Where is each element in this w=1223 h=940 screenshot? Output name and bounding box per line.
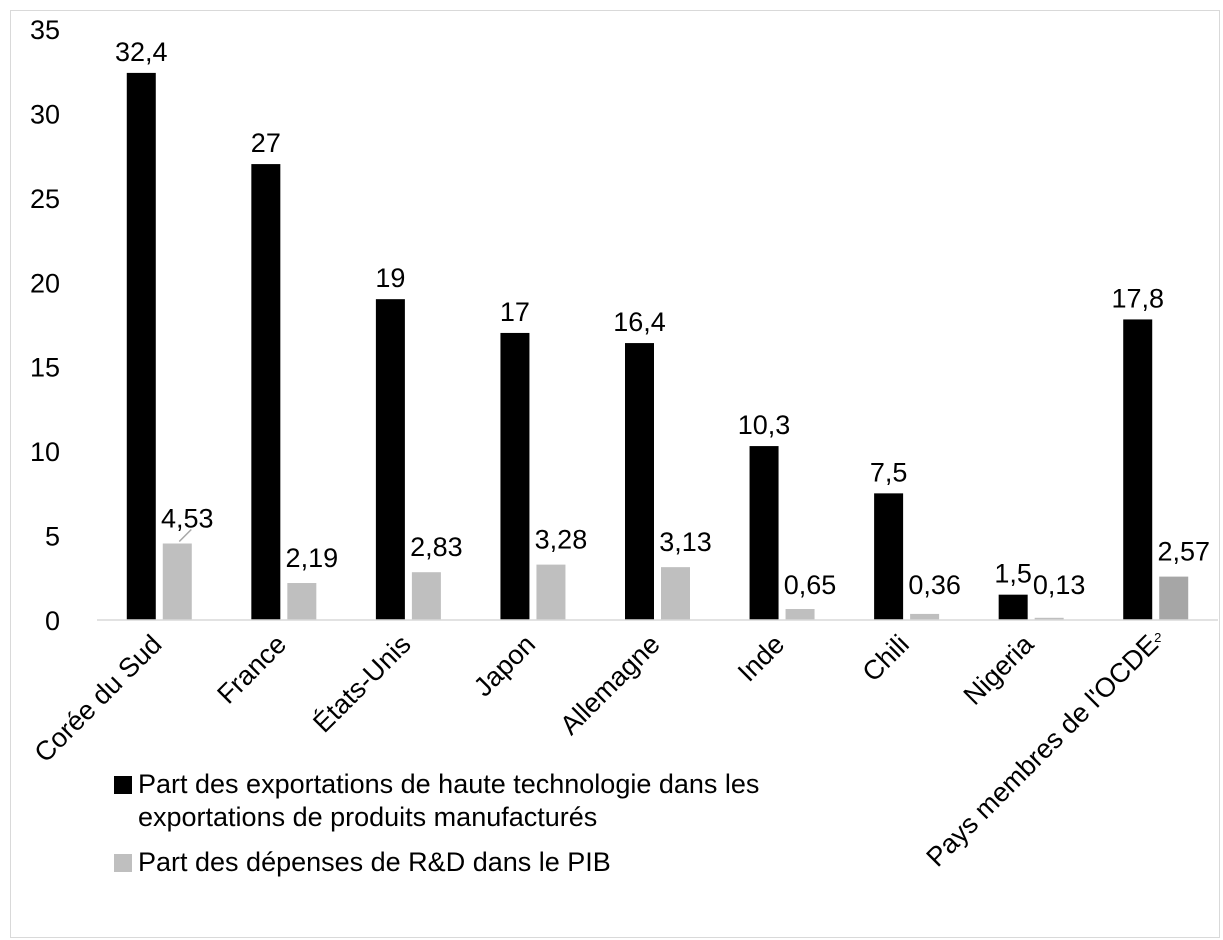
- value-label-rd-spending: 4,53: [161, 504, 214, 534]
- bars: [126, 72, 1189, 621]
- value-label-rd-spending: 3,28: [535, 525, 588, 555]
- x-category-label: Allemagne: [554, 629, 665, 740]
- bar-high-tech-exports: [1123, 319, 1153, 620]
- value-label-leader-line: [178, 528, 192, 543]
- y-tick-label: 20: [30, 268, 60, 298]
- x-category-label: Pays membres de l'OCDE: [921, 629, 1164, 872]
- bar-rd-spending: [1034, 617, 1064, 620]
- x-category-label: France: [211, 629, 292, 710]
- legend-swatch-rd-spending: [114, 854, 132, 872]
- y-tick-label: 25: [30, 184, 60, 214]
- legend-label-rd-spending: Part des dépenses de R&D dans le PIB: [138, 847, 611, 877]
- bar-rd-spending: [287, 583, 317, 620]
- footnote-marker: 2: [1154, 630, 1161, 645]
- value-labels: 32,4 4,53 27 2,19 19 2,83 17 3,28 16,4 3,13 10,3 0,…: [115, 37, 1210, 600]
- value-label-high-tech-exports: 1,5: [994, 559, 1032, 589]
- x-category-label: Inde: [732, 629, 790, 687]
- value-label-high-tech-exports: 17,8: [1111, 283, 1164, 313]
- value-label-high-tech-exports: 32,4: [115, 37, 168, 67]
- legend: Part des exportations de haute technolog…: [114, 768, 858, 879]
- value-label-high-tech-exports: 27: [251, 128, 281, 158]
- value-label-high-tech-exports: 19: [375, 263, 405, 293]
- legend-item-rd-spending: Part des dépenses de R&D dans le PIB: [114, 846, 858, 879]
- value-label-rd-spending: 2,19: [286, 543, 339, 573]
- value-label-high-tech-exports: 17: [500, 297, 530, 327]
- x-category-label: Nigeria: [958, 628, 1040, 710]
- legend-label-high-tech-exports: Part des exportations de haute technolog…: [138, 769, 760, 832]
- bar-rd-spending: [785, 609, 815, 620]
- y-tick-label: 10: [30, 437, 60, 467]
- bar-high-tech-exports: [625, 343, 654, 620]
- value-label-high-tech-exports: 10,3: [738, 410, 791, 440]
- x-category-label: Corée du Sud: [28, 629, 167, 768]
- x-category-label: États-Unis: [307, 629, 416, 738]
- bar-rd-spending: [661, 567, 690, 620]
- bar-high-tech-exports: [126, 72, 156, 621]
- bar-rd-spending: [1159, 576, 1189, 620]
- x-category-label: Chili: [857, 629, 915, 687]
- value-label-rd-spending: 2,57: [1157, 537, 1210, 567]
- bar-high-tech-exports: [500, 332, 530, 620]
- y-tick-label: 30: [30, 99, 60, 129]
- y-tick-label: 35: [30, 15, 60, 45]
- y-axis: 0 5 10 15 20 25 30 35: [30, 15, 60, 636]
- bar-high-tech-exports: [375, 299, 405, 620]
- bar-rd-spending: [910, 613, 940, 620]
- y-tick-label: 15: [30, 353, 60, 383]
- bar-high-tech-exports: [749, 446, 779, 620]
- value-label-rd-spending: 3,13: [659, 527, 712, 557]
- bar-rd-spending: [536, 564, 566, 620]
- chart-frame: [10, 10, 1220, 938]
- bar-rd-spending: [162, 543, 192, 620]
- value-label-rd-spending: 0,13: [1033, 570, 1086, 600]
- value-label-rd-spending: 0,36: [908, 570, 961, 600]
- legend-item-high-tech-exports: Part des exportations de haute technolog…: [114, 768, 858, 834]
- bar-high-tech-exports: [874, 493, 904, 620]
- y-tick-label: 5: [45, 522, 60, 552]
- value-label-rd-spending: 0,65: [784, 570, 837, 600]
- y-tick-label: 0: [45, 606, 60, 636]
- bar-high-tech-exports: [251, 164, 281, 621]
- legend-swatch-high-tech-exports: [114, 776, 132, 794]
- bar-rd-spending: [411, 572, 441, 620]
- value-label-high-tech-exports: 16,4: [613, 307, 666, 337]
- value-label-high-tech-exports: 7,5: [870, 457, 908, 487]
- x-category-label: Japon: [468, 629, 541, 702]
- bar-high-tech-exports: [998, 594, 1028, 620]
- value-label-rd-spending: 2,83: [410, 532, 463, 562]
